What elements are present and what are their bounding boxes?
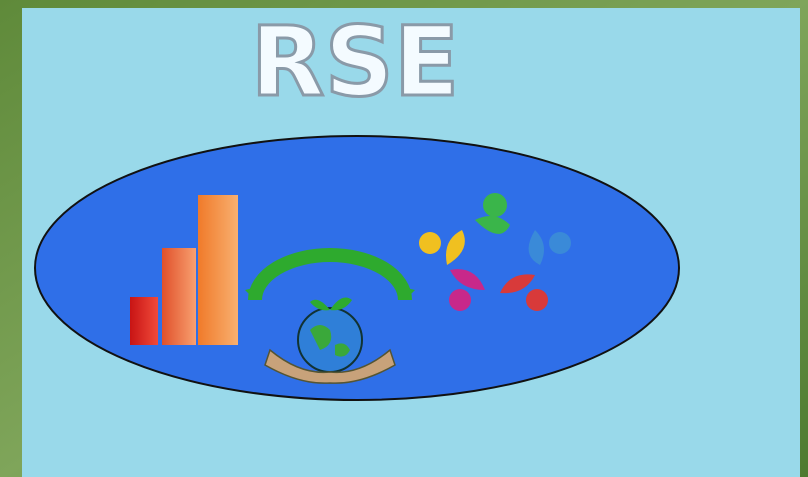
slide: RSE	[0, 0, 808, 477]
page: RSE (() => { const data = JSON.parse(doc…	[0, 0, 808, 477]
title: RSE	[251, 6, 460, 118]
oval	[35, 136, 679, 400]
